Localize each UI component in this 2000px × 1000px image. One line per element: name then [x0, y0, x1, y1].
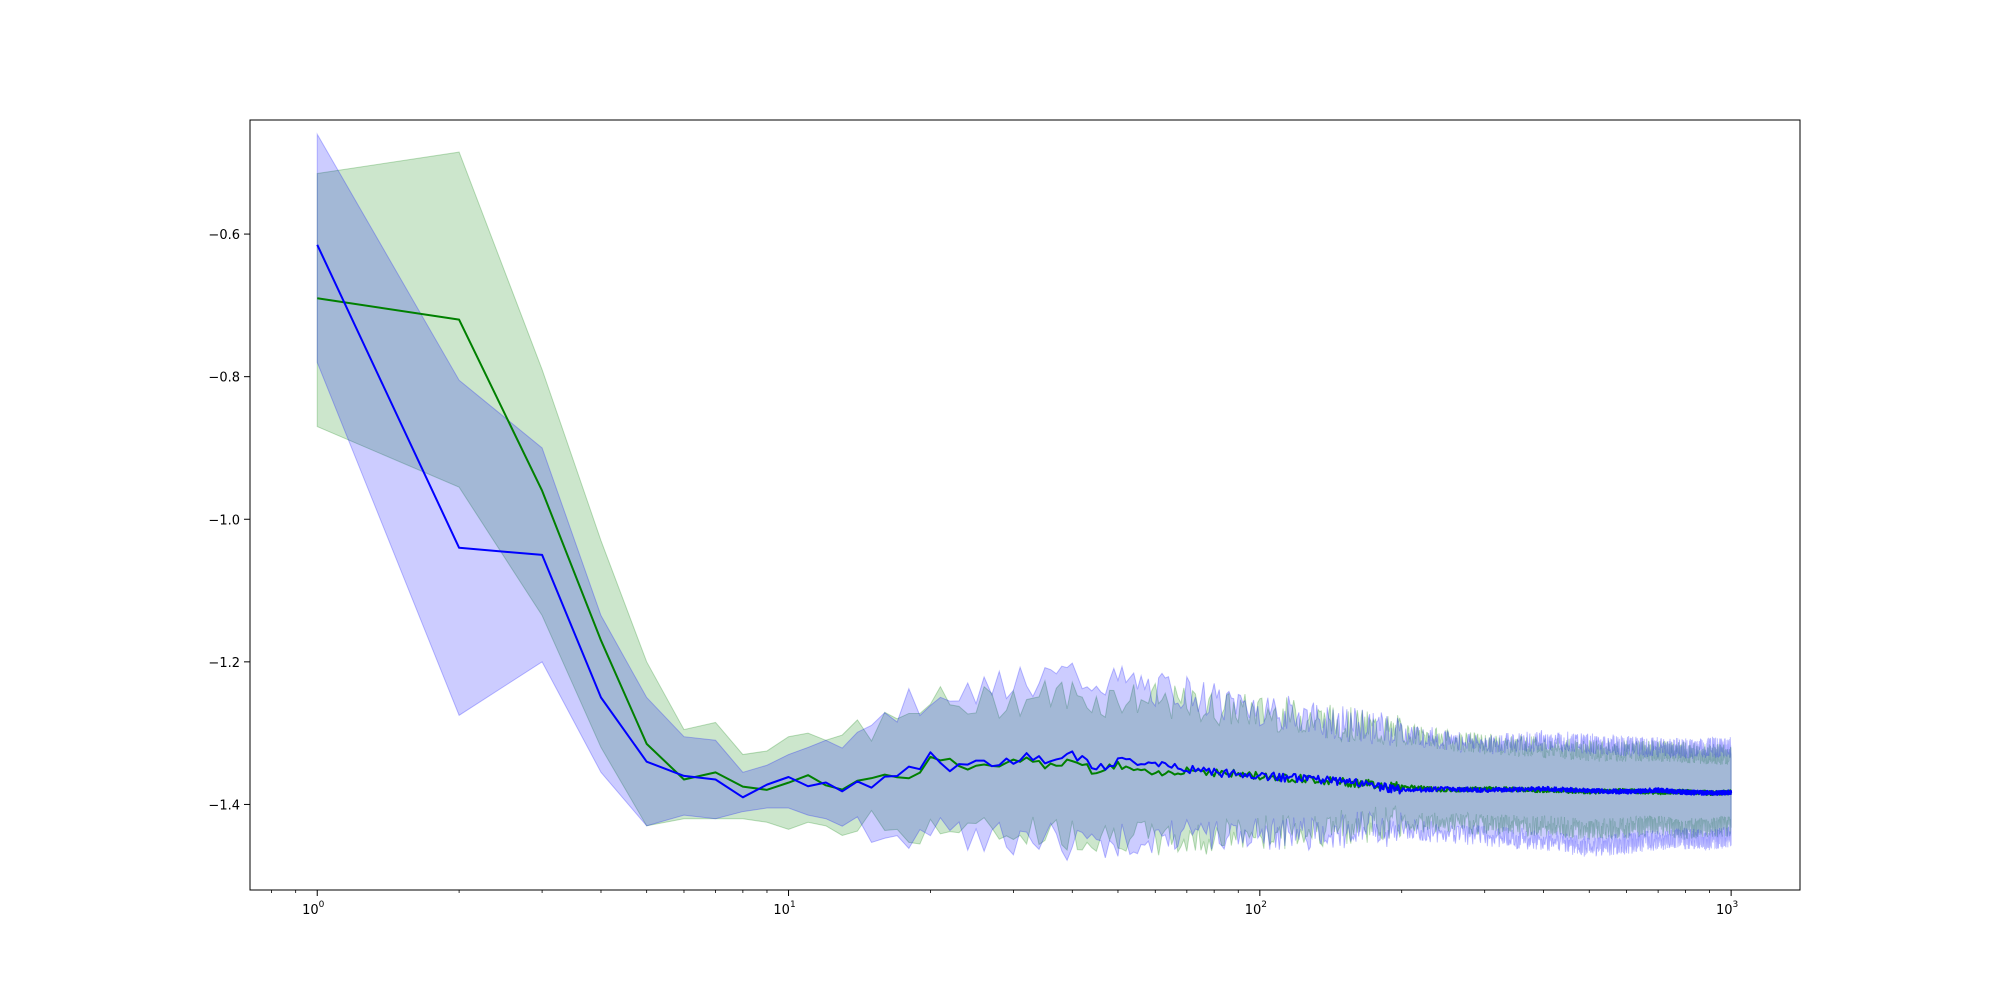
y-tick-label: −1.0 — [208, 513, 240, 528]
series-lines — [316, 244, 1733, 799]
y-tick-label: −0.8 — [208, 371, 240, 386]
x-tick-label: 102 — [1245, 900, 1267, 918]
x-tick-label: 101 — [773, 900, 795, 918]
y-axis: −1.4 −1.2 −1.0 −0.8 −0.6 — [208, 228, 250, 813]
x-tick-label: 103 — [1716, 900, 1738, 918]
y-tick-label: −0.6 — [208, 228, 240, 243]
x-tick-label: 100 — [302, 900, 325, 918]
x-axis: 100 101 102 103 — [271, 890, 1738, 918]
plot-frame — [249, 119, 1801, 891]
y-tick-label: −1.4 — [208, 798, 240, 813]
line-series-1 — [316, 244, 1733, 799]
band-series-1 — [316, 132, 1732, 862]
y-tick-label: −1.2 — [208, 656, 240, 671]
band-series-0 — [316, 151, 1732, 856]
confidence-bands — [316, 132, 1732, 862]
